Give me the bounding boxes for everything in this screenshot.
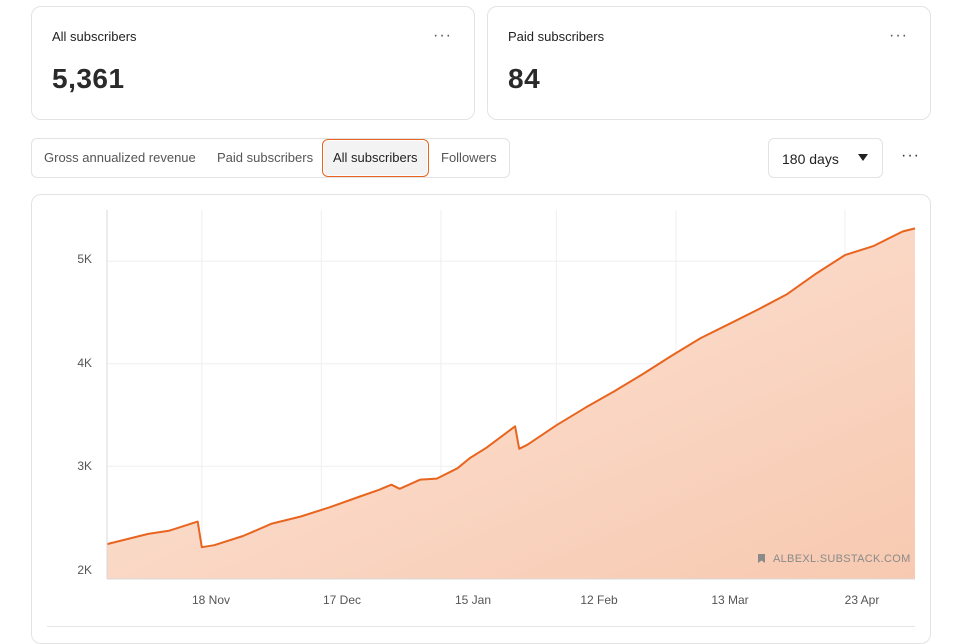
divider (47, 626, 915, 627)
watermark-text: ALBEXL.SUBSTACK.COM (773, 553, 911, 565)
tab-paid-subscribers[interactable]: Paid subscribers (217, 150, 314, 165)
tab-gross-annualized-revenue[interactable]: Gross annualized revenue (44, 150, 196, 165)
card-value: 5,361 (52, 63, 125, 94)
series-line (106, 227, 916, 549)
watermark: ALBEXL.SUBSTACK.COM (758, 553, 911, 565)
series-area (107, 228, 915, 579)
x-tick-label: 12 Feb (580, 593, 618, 607)
y-tick-label: 4K (77, 356, 92, 370)
x-tick-label: 18 Nov (191, 593, 231, 607)
metric-tabs: Gross annualized revenue Paid subscriber… (31, 138, 510, 178)
all-subscribers-card: All subscribers 5,361 ··· (31, 6, 475, 120)
chevron-down-icon (858, 154, 868, 161)
x-tick-label: 15 Jan (454, 593, 492, 607)
bookmark-icon (758, 554, 765, 563)
date-range-value: 180 days (782, 151, 839, 167)
more-icon[interactable]: ··· (889, 27, 908, 44)
paid-subscribers-card: Paid subscribers 84 ··· (487, 6, 931, 120)
more-icon[interactable]: ··· (433, 27, 452, 44)
y-tick-label: 5K (77, 252, 92, 266)
x-tick-label: 23 Apr (844, 593, 880, 607)
x-tick-label: 17 Dec (322, 593, 362, 607)
card-label: Paid subscribers (508, 29, 605, 44)
tab-all-subscribers[interactable]: All subscribers (322, 139, 429, 177)
y-tick-label: 2K (77, 563, 92, 577)
card-label: All subscribers (52, 29, 137, 44)
y-tick-label: 3K (77, 459, 92, 473)
date-range-select[interactable]: 180 days (768, 138, 883, 178)
more-options-icon[interactable]: ··· (901, 147, 920, 164)
x-tick-label: 13 Mar (711, 593, 749, 607)
tab-followers[interactable]: Followers (441, 150, 497, 165)
card-value: 84 (508, 63, 541, 94)
